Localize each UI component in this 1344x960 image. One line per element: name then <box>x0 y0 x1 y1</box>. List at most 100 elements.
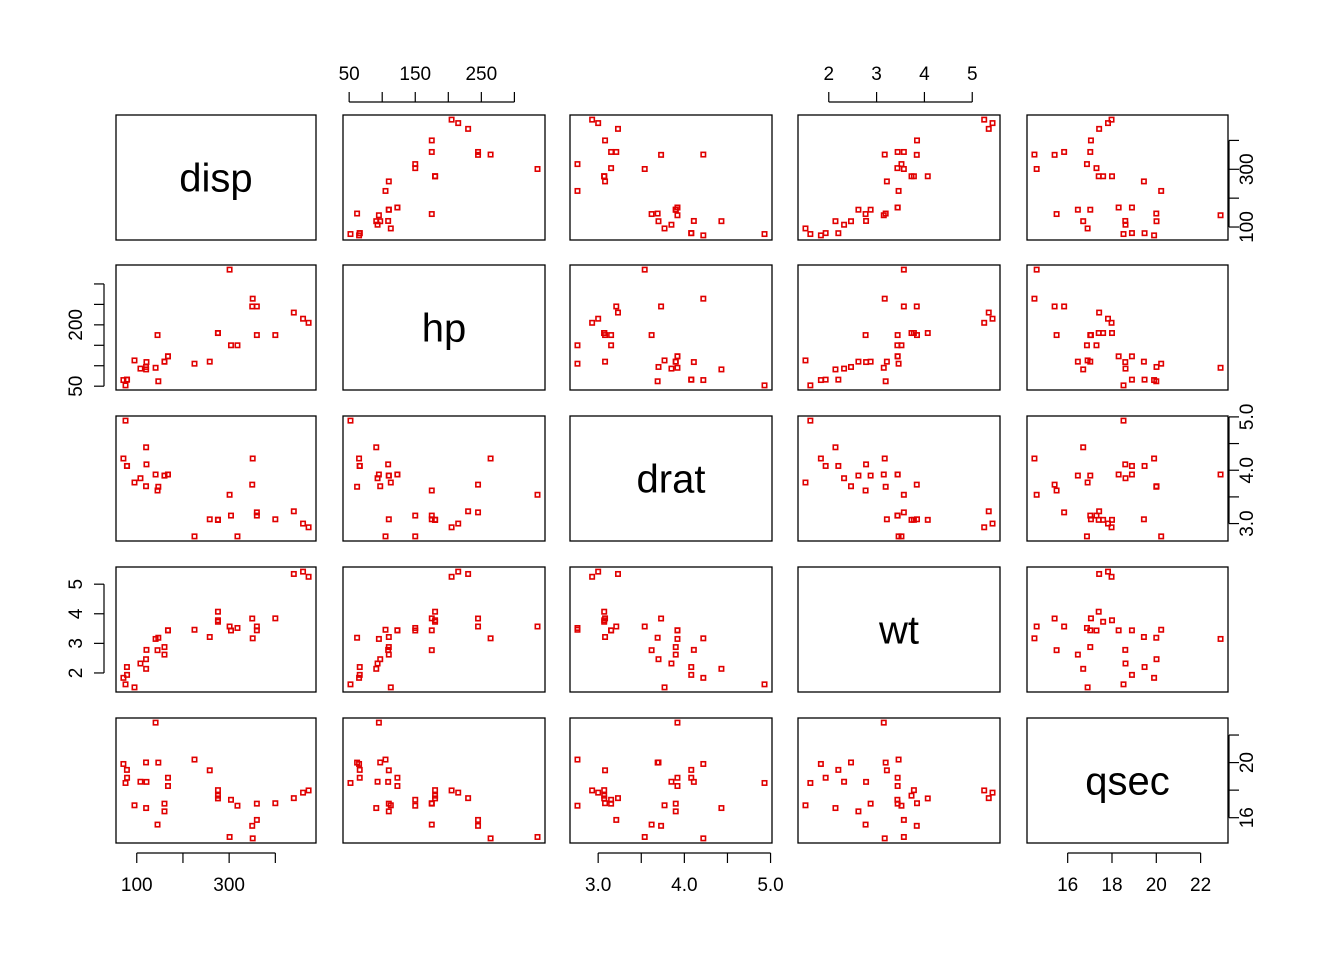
data-point <box>1122 365 1129 372</box>
data-point <box>881 151 888 158</box>
x-axis-wt: 2 3 4 5 <box>823 64 978 103</box>
data-point <box>448 524 455 531</box>
data-point <box>1096 570 1103 577</box>
data-point <box>356 455 363 462</box>
data-point <box>161 644 168 651</box>
y-tick-label: 5.0 <box>1237 404 1258 430</box>
data-point <box>1158 360 1165 367</box>
data-point <box>882 759 889 766</box>
data-point <box>1128 230 1135 237</box>
data-point <box>123 766 130 773</box>
data-point <box>848 483 855 490</box>
data-point <box>120 760 127 767</box>
data-point <box>867 472 874 479</box>
data-point <box>1108 319 1115 326</box>
data-point <box>1108 116 1115 123</box>
data-point <box>143 366 150 373</box>
variable-label-drat: drat <box>637 458 706 502</box>
data-point <box>913 151 920 158</box>
data-point <box>718 218 725 225</box>
data-point <box>161 808 168 815</box>
data-point <box>1087 137 1094 144</box>
data-point <box>1087 516 1094 523</box>
panel-wt-vs-disp <box>115 566 317 693</box>
data-point <box>137 660 144 667</box>
data-point <box>154 487 161 494</box>
data-point <box>900 148 907 155</box>
data-point <box>658 151 665 158</box>
data-point <box>385 178 392 185</box>
data-point <box>300 315 307 322</box>
data-point <box>1153 483 1160 490</box>
data-point <box>1061 148 1068 155</box>
data-point <box>1033 491 1040 498</box>
data-point <box>432 608 439 615</box>
data-point <box>131 479 138 486</box>
data-point <box>718 366 725 373</box>
data-point <box>300 520 307 527</box>
data-point <box>614 795 621 802</box>
x-tick-label: 4.0 <box>671 875 697 896</box>
data-point <box>1087 206 1094 213</box>
data-point <box>475 822 482 829</box>
data-point <box>574 342 581 349</box>
data-point <box>1061 509 1068 516</box>
data-point <box>1093 342 1100 349</box>
panel-drat-vs-drat: drat <box>569 415 773 542</box>
data-point <box>802 225 809 232</box>
data-point <box>688 766 695 773</box>
data-point <box>688 376 695 383</box>
data-point <box>1093 512 1100 519</box>
data-point <box>855 472 862 479</box>
data-point <box>589 319 596 326</box>
data-point <box>672 644 679 651</box>
data-point <box>412 165 419 172</box>
data-point <box>356 664 363 671</box>
data-point <box>601 792 608 799</box>
y-tick-label: 3.0 <box>1237 510 1258 536</box>
data-point <box>1122 660 1129 667</box>
data-point <box>700 377 707 384</box>
data-point <box>867 358 874 365</box>
x-tick-label: 4 <box>919 64 930 85</box>
data-point <box>668 778 675 785</box>
panel-frame <box>115 717 317 844</box>
data-point <box>613 148 620 155</box>
panel-disp-vs-disp: disp <box>115 114 317 241</box>
panel-hp-vs-wt <box>797 264 1001 391</box>
data-point <box>661 802 668 809</box>
panel-disp-vs-wt <box>797 114 1001 241</box>
data-point <box>1108 573 1115 580</box>
data-point <box>608 165 615 172</box>
data-point <box>989 120 996 127</box>
data-point <box>356 671 363 678</box>
x-tick-label: 3 <box>871 64 882 85</box>
data-point <box>214 787 221 794</box>
data-point <box>1122 217 1129 224</box>
data-point <box>655 363 662 370</box>
data-point <box>356 230 363 237</box>
data-point <box>1141 376 1148 383</box>
data-point <box>817 760 824 767</box>
panel-frame <box>342 264 546 391</box>
data-point <box>841 778 848 785</box>
data-point <box>1083 624 1090 631</box>
data-point <box>164 471 171 478</box>
data-point <box>226 491 233 498</box>
data-point <box>448 573 455 580</box>
data-point <box>272 332 279 339</box>
data-point <box>894 783 901 790</box>
data-point <box>690 359 697 366</box>
data-point <box>883 178 890 185</box>
data-point <box>227 796 234 803</box>
data-point <box>1084 225 1091 232</box>
data-point <box>1080 218 1087 225</box>
data-point <box>226 266 233 273</box>
panel-wt-vs-hp <box>342 566 546 693</box>
panel-frame <box>115 566 317 693</box>
data-point <box>589 116 596 123</box>
panel-frame <box>569 264 773 391</box>
data-point <box>143 656 150 663</box>
data-point <box>428 800 435 807</box>
